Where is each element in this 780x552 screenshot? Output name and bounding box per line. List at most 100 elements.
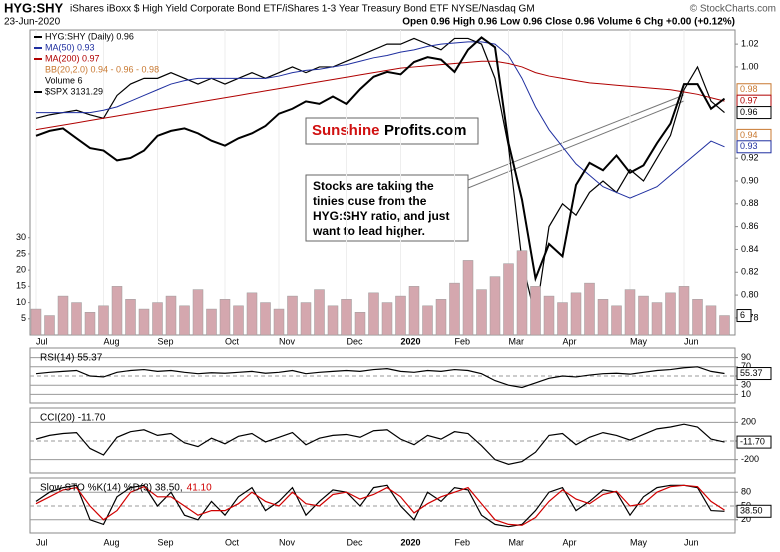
x-tick-label: Jun [684,336,699,346]
x-tick-label: Nov [279,537,296,547]
volume-bar [503,263,514,336]
value-box [736,435,772,449]
legend-entry: Volume 6 [45,75,83,85]
y-tick-label: -200 [741,454,759,464]
volume-bar [638,295,649,336]
legend-entry: MA(200) 0.97 [45,53,100,63]
x-tick-label: Oct [225,537,240,547]
y-tick-label: 30 [741,380,751,390]
value-box [736,140,772,154]
symbol: HYG:SHY [4,0,64,15]
volume-bar [557,302,568,336]
value-label: 38.50 [740,506,763,516]
y-tick-label: 10 [16,297,26,307]
volume-bar [530,286,541,336]
value-box [736,106,772,120]
panel-title: Slow STO %K(14) %D(3) 38.50, [40,483,183,494]
price-line [35,36,726,283]
x-tick-label: Feb [455,537,471,547]
price-line [35,37,725,319]
legend-entry: HYG:SHY (Daily) 0.96 [45,31,134,41]
y-tick-label: 30 [16,232,26,242]
volume-bar [543,295,555,336]
x-tick-label: Aug [104,336,120,346]
volume-bar [84,312,96,336]
y-tick-label: 0.82 [741,267,759,277]
value-label: 0.93 [740,141,758,151]
volume-bar [71,302,82,336]
annotation-text: HYG:SHY ratio, and just [313,209,449,223]
y-tick-label: 1.02 [741,39,759,49]
x-tick-label: Sep [158,537,174,547]
y-tick-label: 0.84 [741,244,759,254]
volume-bar [570,292,582,336]
volume-bar [300,302,312,336]
volume-bar [165,295,177,336]
volume-bar [368,292,379,336]
watermark: Sunshine [312,122,380,139]
y-tick-label: 0.92 [741,153,759,163]
description: iShares iBoxx $ High Yield Corporate Bon… [70,4,535,15]
quote: Open 0.96 High 0.96 Low 0.96 Close 0.96 … [402,17,735,28]
y-tick-label: 1.00 [741,61,759,71]
watermark: Profits.com [384,122,467,139]
volume-bar [516,250,528,336]
volume-bar [206,308,217,336]
volume-bar [260,302,271,336]
legend-entry: $SPX 3131.29 [45,86,103,96]
y-tick-label: 0.86 [741,221,759,231]
x-tick-label: Sep [158,336,174,346]
indicator-line [35,366,725,389]
x-tick-label: Mar [509,336,525,346]
value-label: 0.96 [740,107,758,117]
x-tick-label: Apr [563,537,577,547]
volume-bar [287,295,298,336]
x-tick-label: Apr [563,336,577,346]
x-tick-label: Jul [36,537,48,547]
annotation-text: want to lead higher. [312,224,425,238]
volume-bar [476,289,487,336]
volume-bar [125,299,136,336]
x-tick-label: Aug [104,537,120,547]
x-tick-label: Oct [225,336,240,346]
volume-bar [273,308,285,336]
indicator-line [35,423,725,465]
volume-bar [489,276,501,336]
volume-bar [233,305,244,336]
y-tick-label: 5 [21,313,26,323]
x-tick-label: Dec [347,537,364,547]
legend-entry: MA(50) 0.93 [45,42,95,52]
volume-bar [597,299,609,336]
volume-bar [692,299,703,336]
volume-bar [705,305,717,336]
copyright: © StockCharts.com [690,4,776,15]
indicator-line [35,484,725,528]
watermark-box [305,117,479,145]
panel-title: RSI(14) 55.37 [40,353,103,364]
x-tick-label: Mar [509,537,525,547]
x-tick-label: Jul [36,336,48,346]
x-tick-label: Jun [684,537,699,547]
y-tick-label: 0.90 [741,175,759,185]
x-tick-label: Dec [347,336,364,346]
arrow [467,94,685,181]
volume-bar [152,302,163,336]
volume-bar [422,305,433,336]
x-tick-label: May [630,336,648,346]
volume-bar [435,299,447,336]
annotation-text: Stocks are taking the [313,179,434,193]
volume-bar [651,302,663,336]
x-tick-label: Feb [455,336,471,346]
volume-bar [327,305,339,336]
indicator-line [35,484,725,526]
volume-bar [341,299,352,336]
x-tick-label: Nov [279,336,296,346]
volume-bar [665,292,676,336]
x-tick-label: 2020 [401,537,421,547]
y-tick-label: 0.80 [741,289,759,299]
volume-bar [179,305,190,336]
volume-bar [138,308,150,336]
value-label: 55.37 [740,368,763,378]
volume-bar [111,286,123,336]
